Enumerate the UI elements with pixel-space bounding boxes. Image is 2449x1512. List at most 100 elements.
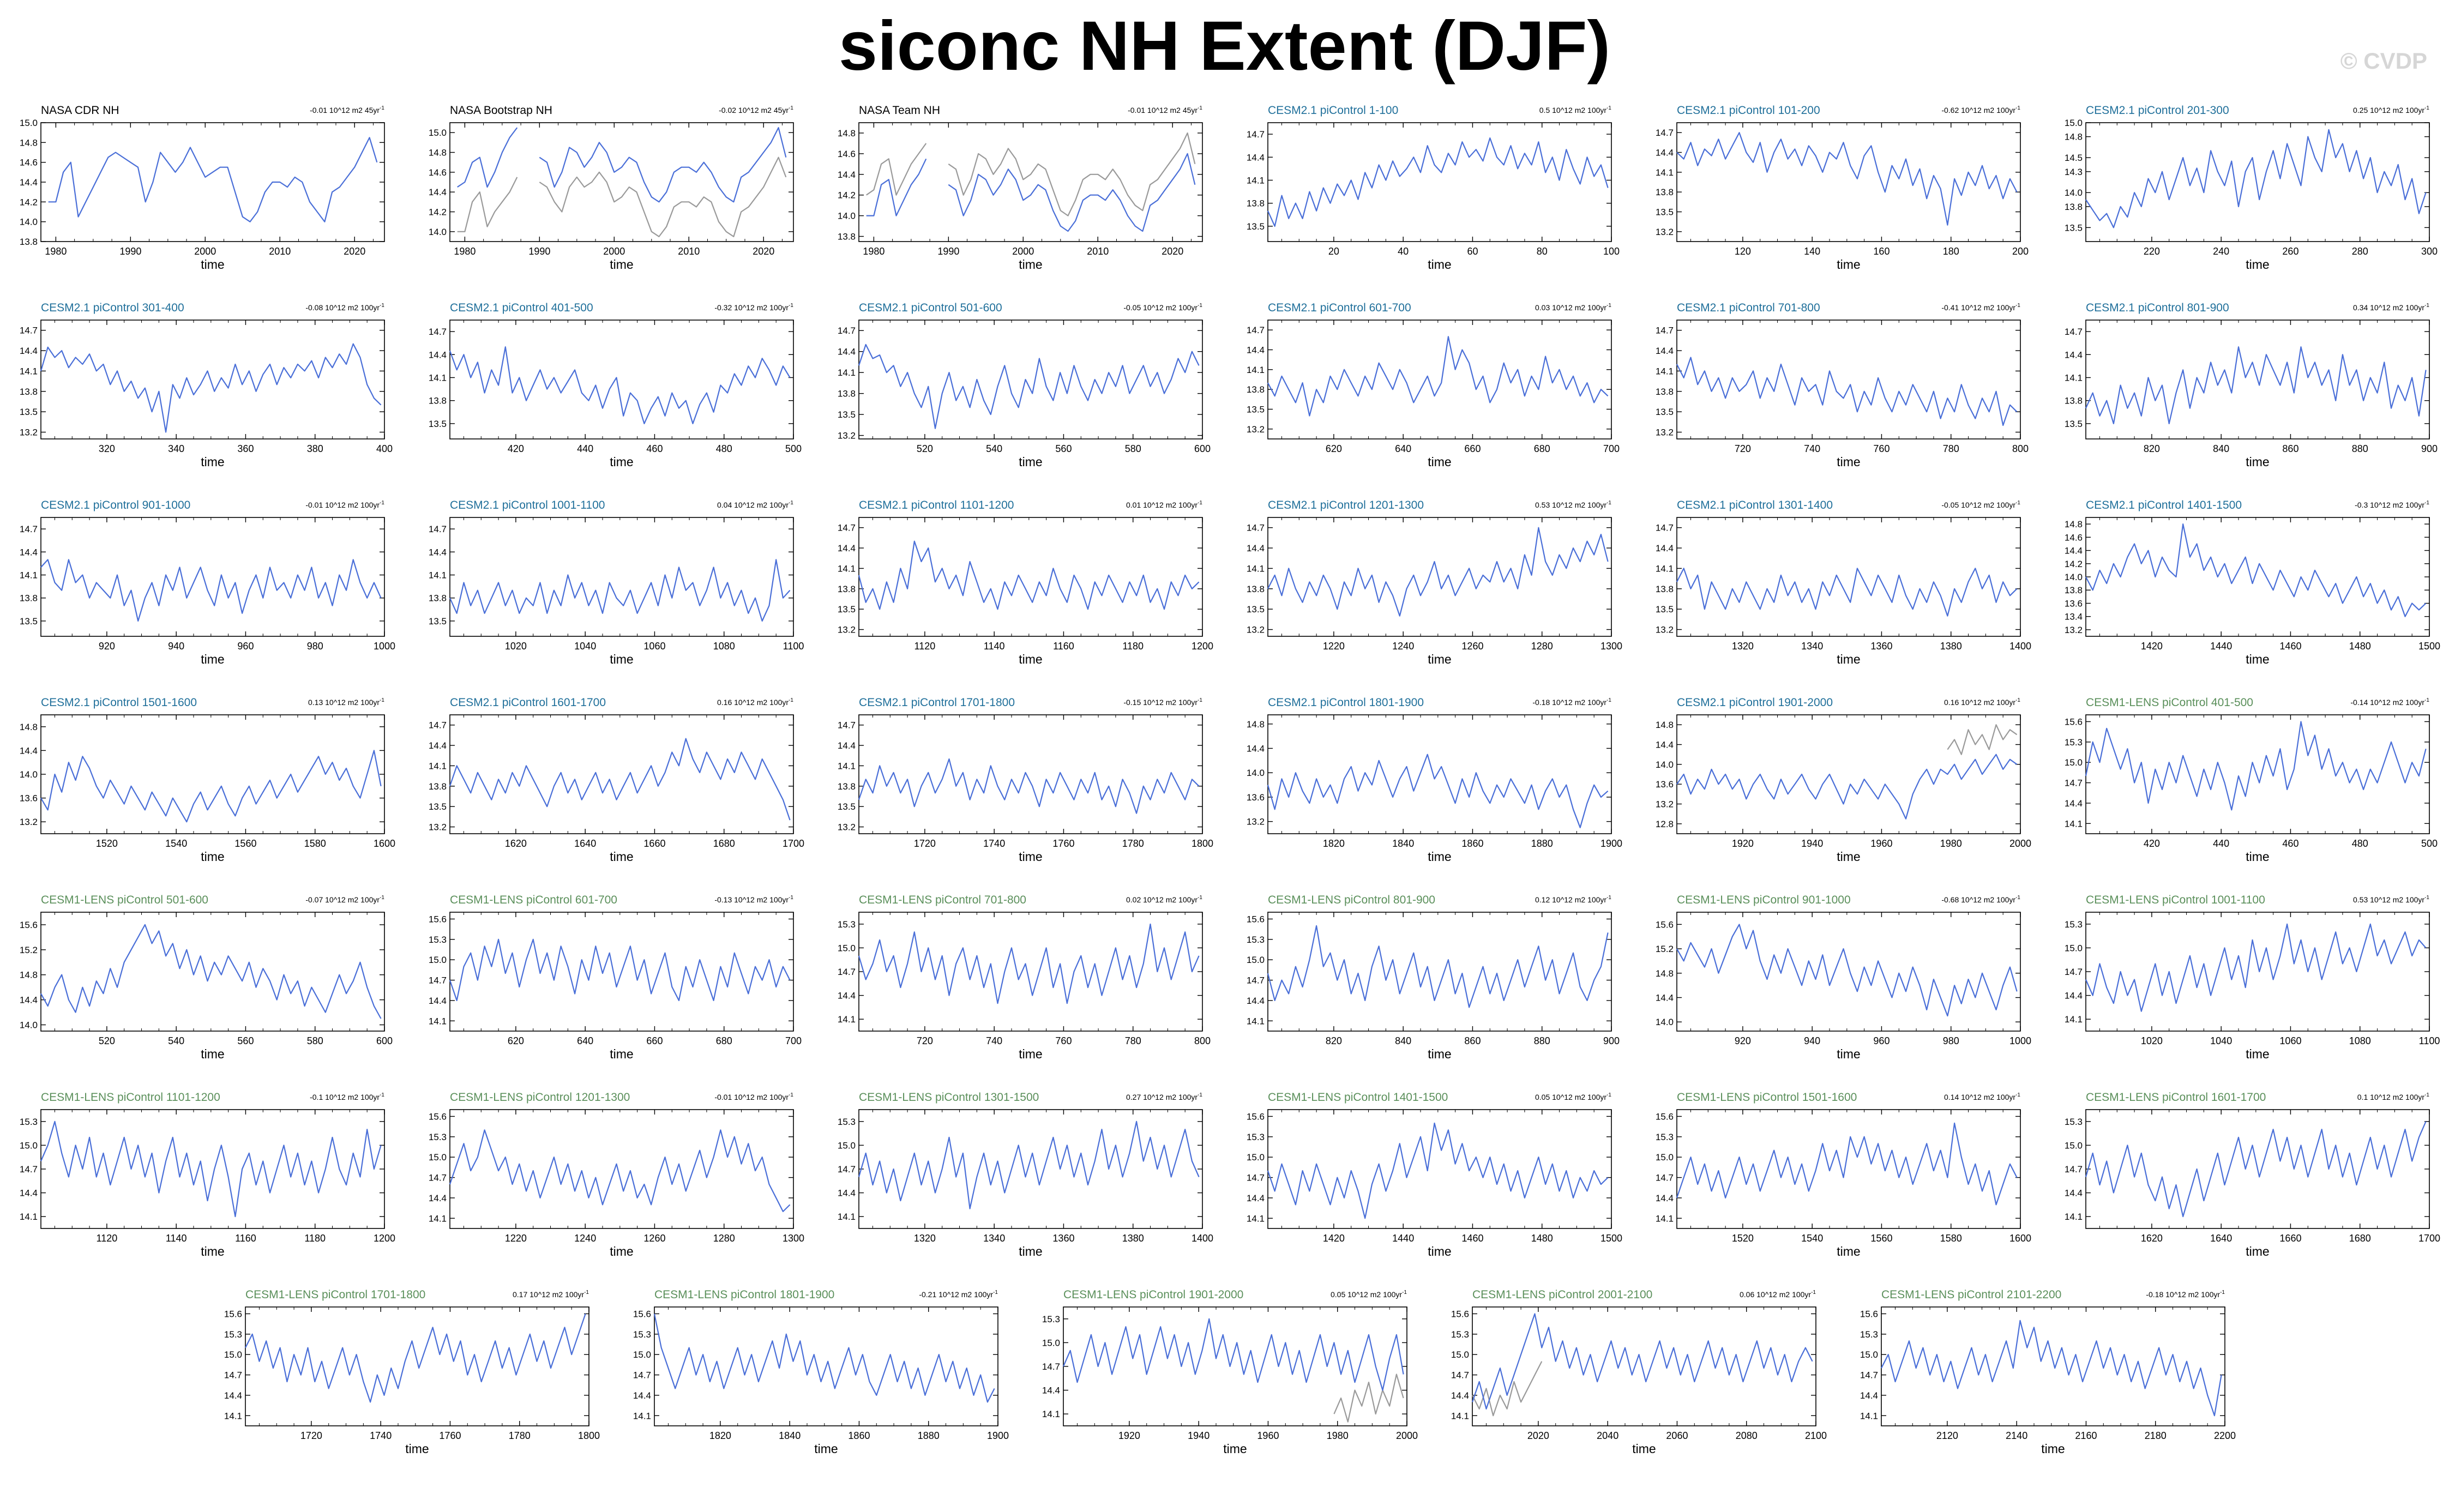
x-tick-label: 1360: [1870, 641, 1892, 652]
x-tick-label: 2020: [753, 246, 774, 257]
plot-frame: [1676, 122, 2021, 242]
x-tick-label: 820: [1326, 1035, 1342, 1046]
x-tick-label: 1300: [1600, 641, 1622, 652]
x-tick-label: 680: [1534, 443, 1550, 454]
x-tick-label: 1700: [783, 838, 804, 849]
panel-2: NASA Bootstrap NH -0.02 10^12 m2 45yr-1 19…: [429, 104, 794, 272]
y-tick-label: 14.2: [20, 197, 38, 207]
x-tick-label: 1080: [2349, 1035, 2371, 1046]
y-tick-label: 13.5: [838, 802, 856, 812]
panel-13: CESM2.1 piControl 901-1000 -0.01 10^12 m2…: [20, 499, 395, 666]
y-tick-label: 14.4: [1656, 346, 1674, 356]
x-tick-label: 1760: [439, 1430, 461, 1441]
y-tick-label: 14.0: [20, 217, 38, 227]
x-tick-label: 920: [1735, 1035, 1751, 1046]
y-tick-label: 13.8: [1247, 384, 1265, 395]
y-tick-label: 14.4: [20, 995, 38, 1005]
x-tick-label: 1160: [235, 1233, 256, 1244]
x-tick-label: 1580: [1940, 1233, 1962, 1244]
x-tick-label: 800: [2012, 443, 2029, 454]
y-tick-label: 14.7: [2065, 778, 2083, 788]
y-tick-label: 13.5: [838, 409, 856, 420]
series-line: [1062, 1318, 1404, 1391]
y-tick-label: 14.7: [429, 975, 447, 986]
y-tick-label: 14.7: [1247, 523, 1265, 533]
x-tick-label: 1940: [1801, 838, 1823, 849]
series-line: [2085, 129, 2427, 228]
x-tick-label: 1460: [1461, 1233, 1483, 1244]
x-tick-label: 1360: [1052, 1233, 1074, 1244]
y-tick-label: 15.3: [2065, 919, 2083, 930]
x-tick-label: 1540: [1801, 1233, 1823, 1244]
y-tick-label: 14.1: [1247, 365, 1265, 375]
x-tick-label: 540: [986, 443, 1002, 454]
plot-frame: [1267, 320, 1612, 439]
series-line: [1881, 1320, 2222, 1417]
trend-label: -0.05 10^12 m2 100yr-1: [1941, 500, 2020, 509]
y-tick-label: 14.4: [429, 187, 447, 197]
x-tick-label: 1240: [1392, 641, 1414, 652]
x-tick-label: 1720: [300, 1430, 322, 1441]
panel-41: CESM1-LENS piControl 2101-2200 -0.18 10^1…: [1860, 1288, 2236, 1456]
x-tick-label: 480: [716, 443, 732, 454]
series-line: [1676, 568, 2018, 617]
panel-title: CESM1-LENS piControl 1201-1300: [450, 1091, 630, 1104]
x-tick-label: 1990: [937, 246, 959, 257]
y-tick-label: 13.8: [838, 232, 856, 242]
x-tick-label: 420: [2144, 838, 2160, 849]
x-axis-label: time: [201, 455, 224, 469]
y-tick-label: 14.0: [1247, 768, 1265, 778]
y-tick-label: 15.3: [1042, 1314, 1060, 1324]
y-tick-label: 14.7: [838, 1164, 856, 1174]
y-tick-label: 15.0: [1451, 1350, 1469, 1360]
series-line: [449, 738, 791, 821]
plot-frame: [858, 320, 1203, 439]
y-tick-label: 15.3: [1247, 1132, 1265, 1142]
panel-33: CESM1-LENS piControl 1301-1500 0.27 10^12…: [838, 1091, 1213, 1258]
x-tick-label: 1380: [1122, 1233, 1144, 1244]
plot-frame: [40, 517, 385, 637]
trend-label: 0.16 10^12 m2 100yr-1: [1944, 697, 2020, 707]
x-tick-label: 1400: [2009, 641, 2031, 652]
x-tick-label: 540: [168, 1035, 184, 1046]
panel-title: CESM2.1 piControl 1401-1500: [2086, 499, 2242, 511]
panel-title: CESM1-LENS piControl 2101-2200: [1881, 1288, 2061, 1301]
x-tick-label: 660: [646, 1035, 663, 1046]
panel-title: CESM2.1 piControl 1801-1900: [1268, 696, 1424, 709]
y-tick-label: 15.3: [429, 935, 447, 945]
y-tick-label: 12.8: [1656, 819, 1674, 829]
trend-label: -0.08 10^12 m2 100yr-1: [305, 303, 384, 312]
x-tick-label: 1160: [1053, 641, 1074, 652]
y-tick-label: 14.7: [1656, 1173, 1674, 1183]
panel-title: CESM2.1 piControl 1601-1700: [450, 696, 606, 709]
y-tick-label: 13.5: [429, 802, 447, 812]
plot-frame: [858, 122, 1203, 242]
y-tick-label: 14.7: [20, 1164, 38, 1174]
x-tick-label: 1990: [119, 246, 141, 257]
x-tick-label: 880: [1534, 1035, 1550, 1046]
y-tick-label: 14.1: [1656, 167, 1674, 178]
y-tick-label: 14.7: [2065, 967, 2083, 977]
x-axis-label: time: [1428, 257, 1451, 272]
y-tick-label: 15.6: [2065, 716, 2083, 727]
y-tick-label: 13.8: [838, 389, 856, 399]
x-tick-label: 960: [237, 641, 254, 652]
trend-label: -0.01 10^12 m2 45yr-1: [1128, 105, 1202, 115]
y-tick-label: 15.3: [838, 1117, 856, 1127]
trend-label: -0.32 10^12 m2 100yr-1: [714, 303, 793, 312]
panel-title: CESM1-LENS piControl 1501-1600: [1677, 1091, 1857, 1104]
y-tick-label: 13.2: [429, 822, 447, 833]
y-tick-label: 14.4: [429, 740, 447, 751]
x-tick-label: 1960: [1870, 838, 1892, 849]
x-axis-label: time: [1428, 850, 1451, 864]
panel-10: CESM2.1 piControl 601-700 0.03 10^12 m2 1…: [1247, 302, 1620, 469]
y-tick-label: 15.0: [429, 128, 447, 138]
y-tick-label: 14.4: [1042, 1386, 1060, 1396]
y-tick-label: 13.2: [1656, 625, 1674, 635]
x-tick-label: 2120: [1936, 1430, 1958, 1441]
y-tick-label: 14.1: [429, 1016, 447, 1026]
x-axis-label: time: [2246, 455, 2269, 469]
x-axis-label: time: [1019, 850, 1042, 864]
y-tick-label: 13.8: [20, 237, 38, 247]
x-tick-label: 820: [2144, 443, 2160, 454]
